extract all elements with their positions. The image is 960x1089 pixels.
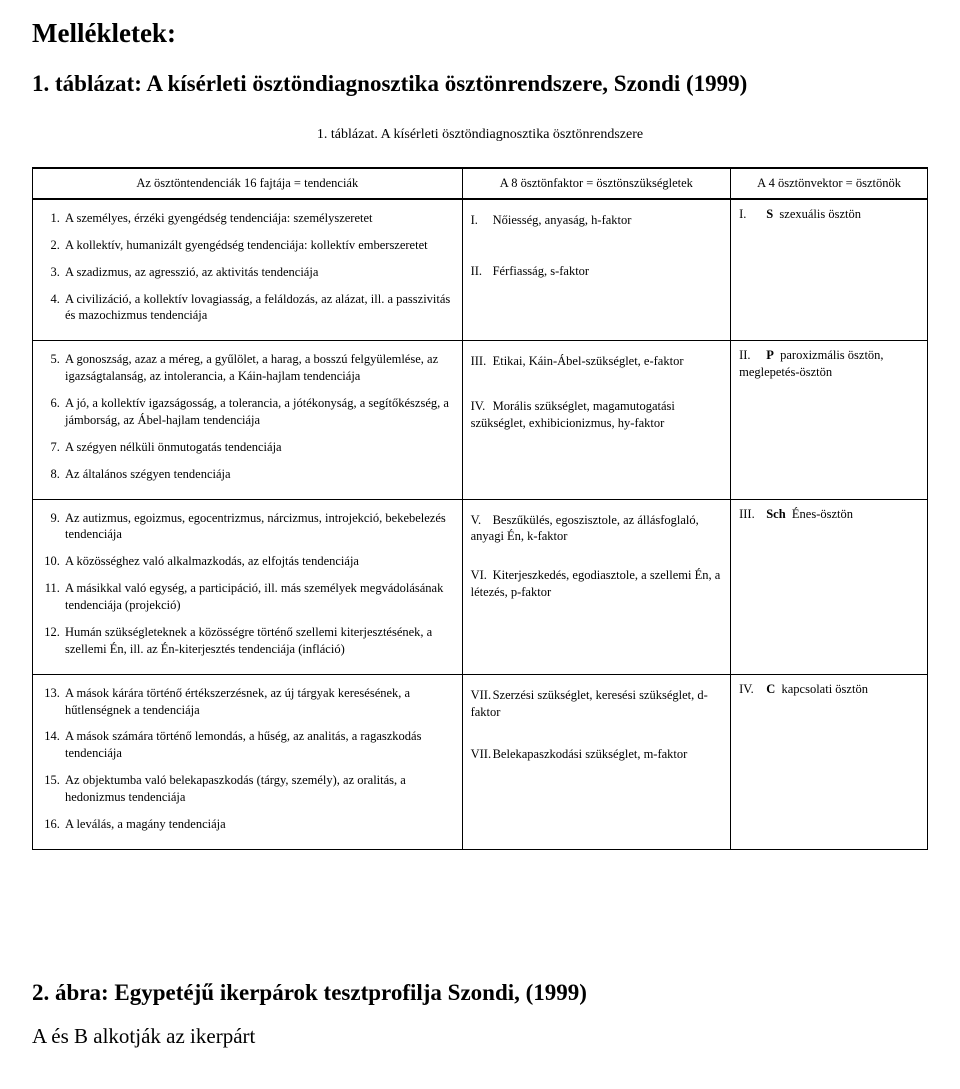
- factor-roman: III.: [471, 353, 493, 370]
- factor-text: Kiterjeszkedés, egodiasztole, a szellemi…: [471, 568, 721, 599]
- tendency-item: A leválás, a magány tendenciája: [63, 816, 454, 833]
- tendency-item: A mások számára történő lemondás, a hűsé…: [63, 728, 454, 762]
- tendency-item: A szégyen nélküli önmutogatás tendenciáj…: [63, 439, 454, 456]
- table-row: A gonoszság, azaz a méreg, a gyűlölet, a…: [33, 341, 928, 499]
- heading-figure-title: 2. ábra: Egypetéjű ikerpárok tesztprofil…: [32, 980, 928, 1006]
- tendency-item: Humán szükségleteknek a közösségre törté…: [63, 624, 454, 658]
- cell-vector: IV. C kapcsolati ösztön: [731, 674, 928, 849]
- header-vectors: A 4 ösztönvektor = ösztönök: [731, 168, 928, 199]
- vector-label: Énes-ösztön: [792, 507, 853, 521]
- table-row: A személyes, érzéki gyengédség tendenciá…: [33, 199, 928, 341]
- factor-text: Morális szükséglet, magamutogatási szüks…: [471, 399, 675, 430]
- factor-text: Férfiasság, s-faktor: [493, 264, 590, 278]
- szondi-table: Az ösztöntendenciák 16 fajtája = tendenc…: [32, 167, 928, 850]
- vector-roman: IV.: [739, 681, 763, 698]
- factor-text: Belekapaszkodási szükséglet, m-faktor: [493, 747, 688, 761]
- tendency-item: Az autizmus, egoizmus, egocentrizmus, ná…: [63, 510, 454, 544]
- cell-vector: III. Sch Énes-ösztön: [731, 499, 928, 674]
- factor-roman: VII.: [471, 687, 493, 704]
- factor-roman: V.: [471, 512, 493, 529]
- heading-mellekletek: Mellékletek:: [32, 18, 928, 49]
- vector-code: S: [766, 207, 773, 221]
- tendency-item: A kollektív, humanizált gyengédség tende…: [63, 237, 454, 254]
- header-factors: A 8 ösztönfaktor = ösztönszükségletek: [462, 168, 731, 199]
- cell-factors: III.Etikai, Káin-Ábel-szükséglet, e-fakt…: [462, 341, 731, 499]
- cell-tendencies: A mások kárára történő értékszerzésnek, …: [33, 674, 463, 849]
- tendency-item: A közösséghez való alkalmazkodás, az elf…: [63, 553, 454, 570]
- document-page: Mellékletek: 1. táblázat: A kísérleti ös…: [0, 0, 960, 1089]
- vector-roman: III.: [739, 506, 763, 523]
- factor-text: Beszűkülés, egoszisztole, az állásfoglal…: [471, 513, 699, 544]
- tendency-item: A jó, a kollektív igazságosság, a tolera…: [63, 395, 454, 429]
- factor-text: Nőiesség, anyaság, h-faktor: [493, 213, 632, 227]
- vector-label: kapcsolati ösztön: [782, 682, 868, 696]
- table-row: A mások kárára történő értékszerzésnek, …: [33, 674, 928, 849]
- tendency-item: A mások kárára történő értékszerzésnek, …: [63, 685, 454, 719]
- cell-factors: I.Nőiesség, anyaság, h-faktor II.Férfias…: [462, 199, 731, 341]
- factor-roman: I.: [471, 212, 493, 229]
- tendency-item: Az általános szégyen tendenciája: [63, 466, 454, 483]
- vector-roman: I.: [739, 206, 763, 223]
- tendency-item: A civilizáció, a kollektív lovagiasság, …: [63, 291, 454, 325]
- factor-text: Szerzési szükséglet, keresési szükséglet…: [471, 688, 708, 719]
- cell-tendencies: A gonoszság, azaz a méreg, a gyűlölet, a…: [33, 341, 463, 499]
- tendency-item: A másikkal való egység, a participáció, …: [63, 580, 454, 614]
- vector-code: P: [766, 348, 774, 362]
- vector-code: C: [766, 682, 775, 696]
- header-tendencies: Az ösztöntendenciák 16 fajtája = tendenc…: [33, 168, 463, 199]
- vector-roman: II.: [739, 347, 763, 364]
- vector-label: szexuális ösztön: [779, 207, 861, 221]
- tendency-item: Az objektumba való belekapaszkodás (tárg…: [63, 772, 454, 806]
- tendency-item: A személyes, érzéki gyengédség tendenciá…: [63, 210, 454, 227]
- tendency-item: A szadizmus, az agresszió, az aktivitás …: [63, 264, 454, 281]
- cell-vector: II. P paroxizmális ösztön, meglepetés-ös…: [731, 341, 928, 499]
- factor-roman: VI.: [471, 567, 493, 584]
- factor-text: Etikai, Káin-Ábel-szükséglet, e-faktor: [493, 354, 684, 368]
- cell-tendencies: A személyes, érzéki gyengédség tendenciá…: [33, 199, 463, 341]
- tendency-item: A gonoszság, azaz a méreg, a gyűlölet, a…: [63, 351, 454, 385]
- cell-vector: I. S szexuális ösztön: [731, 199, 928, 341]
- factor-roman: IV.: [471, 398, 493, 415]
- heading-table-title: 1. táblázat: A kísérleti ösztöndiagnoszt…: [32, 71, 928, 97]
- figure-subline: A és B alkotják az ikerpárt: [32, 1024, 928, 1049]
- factor-roman: II.: [471, 263, 493, 280]
- factor-roman: VII.: [471, 746, 493, 763]
- cell-factors: V.Beszűkülés, egoszisztole, az állásfogl…: [462, 499, 731, 674]
- vector-code: Sch: [766, 507, 785, 521]
- table-caption: 1. táblázat. A kísérleti ösztöndiagnoszt…: [32, 127, 928, 143]
- table-row: Az autizmus, egoizmus, egocentrizmus, ná…: [33, 499, 928, 674]
- cell-tendencies: Az autizmus, egoizmus, egocentrizmus, ná…: [33, 499, 463, 674]
- cell-factors: VII.Szerzési szükséglet, keresési szüksé…: [462, 674, 731, 849]
- table-header-row: Az ösztöntendenciák 16 fajtája = tendenc…: [33, 168, 928, 199]
